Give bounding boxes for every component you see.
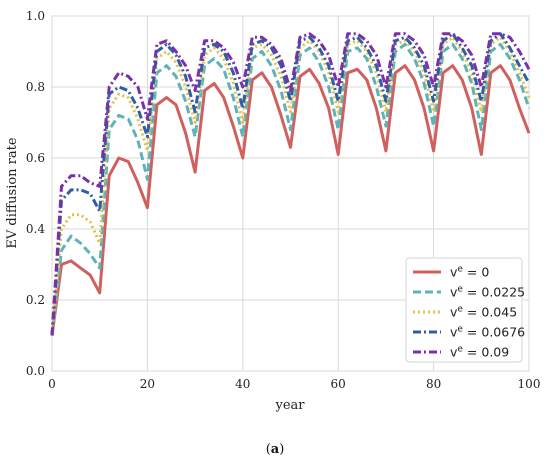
legend: ve = 0 ve = 0.0225 ve = 0.045 ve = 0.0676 ve… xyxy=(405,257,525,363)
y-tick-label: 0.2 xyxy=(26,293,45,307)
y-tick-label: 0.8 xyxy=(26,80,45,94)
caption-close: ) xyxy=(279,442,284,457)
tick-labels: 0 20 40 60 80 100 0.0 0.2 0.4 0.6 0.8 1.0 xyxy=(26,9,541,391)
x-tick-label: 40 xyxy=(235,377,250,391)
series-line-1 xyxy=(50,64,531,336)
figure-caption: (a) xyxy=(266,442,285,457)
legend-label-2: ve = 0.0225 xyxy=(450,285,525,300)
y-tick-label: 1.0 xyxy=(26,9,45,23)
x-tick-label: 100 xyxy=(518,377,541,391)
caption-letter: a xyxy=(271,442,280,457)
grid-lines xyxy=(51,15,530,372)
x-tick-label: 20 xyxy=(140,377,155,391)
series-line-3 xyxy=(50,35,531,336)
legend-label-1: ve = 0 xyxy=(450,265,489,280)
series-line-5 xyxy=(50,32,531,336)
y-axis-label: EV diffusion rate xyxy=(5,137,20,248)
y-tick-label: 0.0 xyxy=(26,364,45,378)
legend-label-3: ve = 0.045 xyxy=(450,305,517,320)
x-tick-label: 60 xyxy=(331,377,346,391)
legend-label-4: ve = 0.0676 xyxy=(450,325,525,340)
y-tick-label: 0.6 xyxy=(26,151,45,165)
series-line-2 xyxy=(50,42,531,336)
legend-label-5: ve = 0.09 xyxy=(450,345,509,360)
legend-box xyxy=(405,257,523,363)
y-tick-label: 0.4 xyxy=(26,222,45,236)
x-axis-label: year xyxy=(274,398,305,413)
series-lines xyxy=(50,32,531,336)
caption-open: ( xyxy=(266,442,271,457)
x-tick-label: 0 xyxy=(48,377,56,391)
x-tick-label: 80 xyxy=(426,377,441,391)
